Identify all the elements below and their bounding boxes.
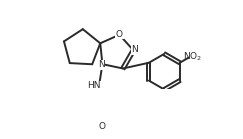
Text: O: O	[98, 122, 105, 131]
Text: NO$_2$: NO$_2$	[183, 50, 203, 63]
Text: HN: HN	[87, 81, 101, 90]
Text: O: O	[116, 30, 123, 39]
Text: N: N	[98, 60, 104, 69]
Text: N: N	[131, 45, 138, 54]
